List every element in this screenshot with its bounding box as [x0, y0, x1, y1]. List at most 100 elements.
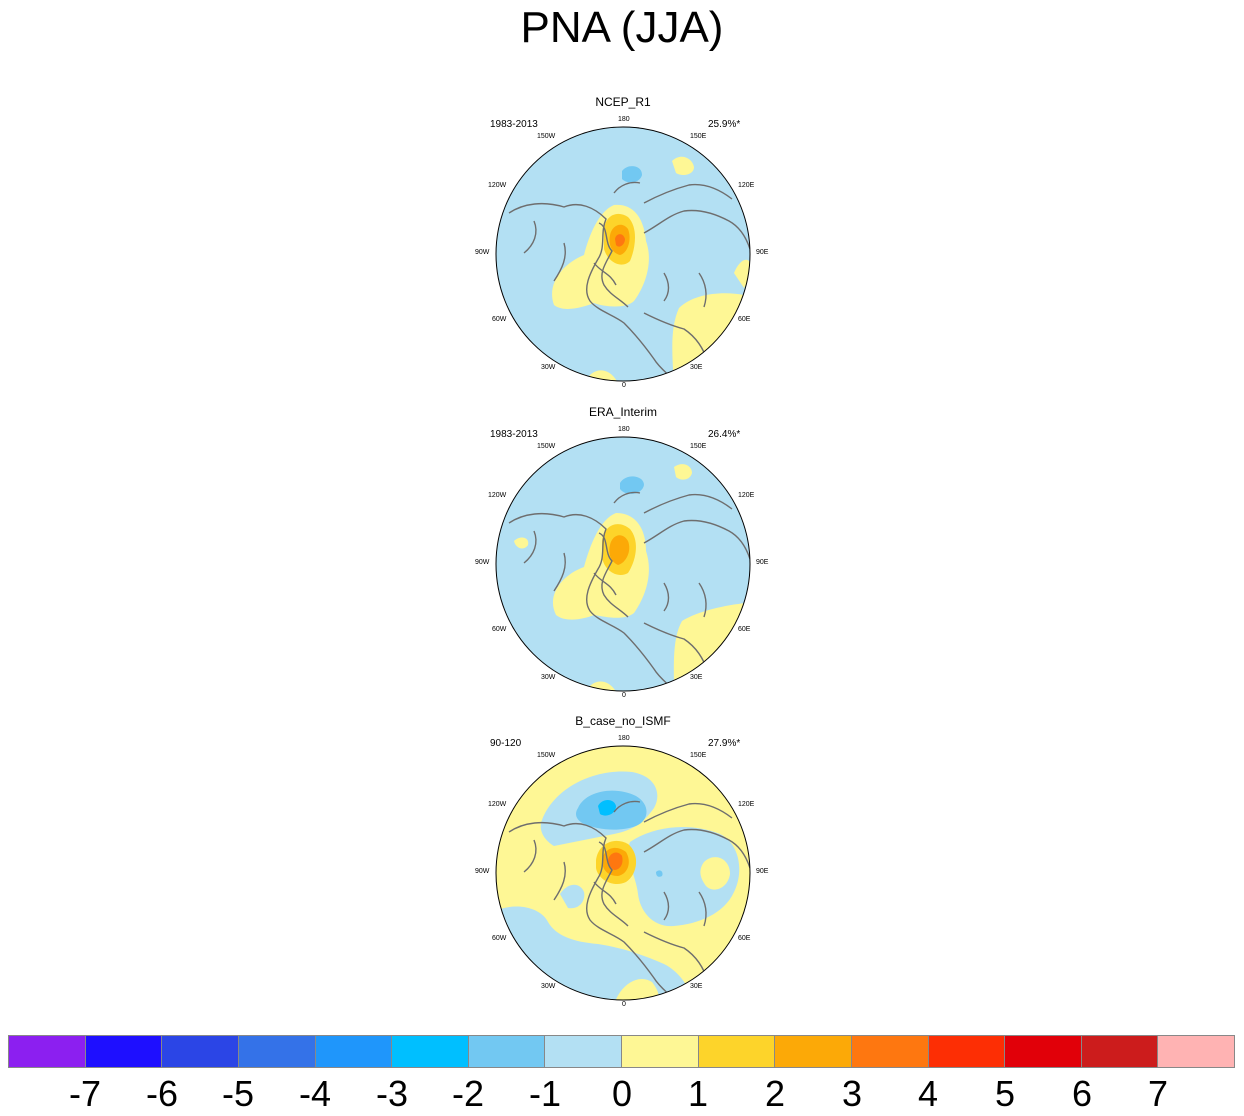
- lon-label-180: 180: [618, 735, 630, 742]
- lon-label-120e: 120E: [738, 492, 755, 499]
- lon-label-90w: 90W: [475, 868, 490, 875]
- lon-label-30w: 30W: [541, 364, 556, 371]
- colorbar-box: [467, 1035, 546, 1068]
- lon-label-90w: 90W: [475, 559, 490, 566]
- lon-label-90e: 90E: [756, 249, 769, 256]
- positive-anomaly-region: [672, 156, 694, 175]
- colorbar-tick: 0: [611, 1073, 633, 1114]
- map-panel-b-case: B_case_no_ISMF 90-120 27.9%*: [475, 714, 768, 1008]
- variance-label: 26.4%*: [708, 429, 741, 440]
- colorbar-tick: -5: [221, 1073, 254, 1114]
- lon-label-30e: 30E: [690, 364, 703, 371]
- negative-anomaly-region: [620, 476, 644, 494]
- negative-anomaly-region: [628, 827, 740, 927]
- colorbar-tick: 7: [1147, 1073, 1169, 1114]
- colorbar-tick: 5: [994, 1073, 1016, 1114]
- colorbar-box: [161, 1035, 239, 1068]
- positive-anomaly-region: [514, 537, 529, 549]
- colorbar-box: [391, 1035, 469, 1068]
- lon-label-120w: 120W: [488, 801, 507, 808]
- colorbar-box: [1157, 1035, 1235, 1068]
- lon-label-0: 0: [622, 1001, 626, 1008]
- positive-anomaly-region: [584, 681, 618, 691]
- positive-anomaly-region: [584, 370, 619, 381]
- period-label: 90-120: [490, 738, 522, 749]
- negative-anomaly-region: [622, 166, 642, 183]
- colorbar-tick: 2: [764, 1073, 786, 1114]
- lon-label-30e: 30E: [690, 983, 703, 990]
- positive-anomaly-region: [674, 464, 692, 480]
- coastlines: [508, 181, 750, 381]
- lon-label-90e: 90E: [756, 559, 769, 566]
- figure-title: PNA (JJA): [520, 3, 724, 52]
- lon-label-150e: 150E: [690, 752, 707, 759]
- lon-label-120e: 120E: [738, 182, 755, 189]
- lon-label-150w: 150W: [537, 133, 556, 140]
- positive-anomaly-region: [700, 857, 730, 890]
- variance-label: 25.9%*: [708, 119, 741, 130]
- colorbar-tick: -3: [375, 1073, 408, 1114]
- lon-label-120w: 120W: [488, 182, 507, 189]
- variance-label: 27.9%*: [708, 738, 741, 749]
- colorbar-tick: -7: [68, 1073, 101, 1114]
- positive-anomaly-peak: [609, 535, 630, 565]
- colorbar-tick: 6: [1071, 1073, 1093, 1114]
- colorbar-box: [927, 1035, 1006, 1068]
- positive-anomaly-max: [615, 234, 625, 247]
- panel-title: B_case_no_ISMF: [575, 714, 671, 728]
- colorbar-box: [8, 1035, 86, 1068]
- panel-title: ERA_Interim: [588, 405, 658, 419]
- positive-anomaly-region: [672, 293, 750, 381]
- lon-label-60w: 60W: [492, 316, 507, 323]
- map-border: [495, 745, 751, 1001]
- colorbar-tick: 1: [687, 1073, 709, 1114]
- colorbar-tick: -2: [451, 1073, 484, 1114]
- colorbar-tick: -6: [145, 1073, 178, 1114]
- lon-label-60e: 60E: [738, 316, 751, 323]
- panel-title: NCEP_R1: [595, 95, 651, 109]
- colorbar-box: [850, 1035, 929, 1068]
- colorbar-box: [544, 1035, 622, 1068]
- lon-label-60w: 60W: [492, 626, 507, 633]
- period-label: 1983-2013: [490, 119, 538, 130]
- negative-anomaly-peak: [598, 800, 616, 816]
- colorbar: [8, 1035, 1235, 1068]
- lon-label-120w: 120W: [488, 492, 507, 499]
- map-border: [495, 436, 751, 692]
- colorbar-box: [621, 1035, 699, 1068]
- polar-map: [495, 745, 751, 1001]
- polar-map: [495, 436, 751, 692]
- lon-label-150e: 150E: [690, 443, 707, 450]
- colorbar-box: [237, 1035, 316, 1068]
- lon-label-150w: 150W: [537, 443, 556, 450]
- negative-anomaly-region: [560, 884, 585, 909]
- coastlines: [508, 800, 750, 1000]
- colorbar-box: [1080, 1035, 1159, 1068]
- negative-anomaly-region: [656, 870, 663, 877]
- colorbar-tick: 4: [917, 1073, 939, 1114]
- lon-label-30e: 30E: [690, 674, 703, 681]
- colorbar-tick: -1: [528, 1073, 561, 1114]
- colorbar-box: [697, 1035, 776, 1068]
- lon-label-180: 180: [618, 426, 630, 433]
- lon-label-60e: 60E: [738, 626, 751, 633]
- lon-label-150w: 150W: [537, 752, 556, 759]
- polar-map: [495, 126, 751, 382]
- colorbar-box: [1004, 1035, 1082, 1068]
- colorbar-box: [774, 1035, 852, 1068]
- lon-label-0: 0: [622, 382, 626, 389]
- lon-label-30w: 30W: [541, 674, 556, 681]
- lon-label-0: 0: [622, 692, 626, 699]
- lon-label-90w: 90W: [475, 249, 490, 256]
- positive-anomaly-max: [608, 852, 623, 870]
- colorbar-box: [84, 1035, 163, 1068]
- map-panel-era-interim: ERA_Interim 1983-2013 26.4%*: [475, 405, 768, 699]
- period-label: 1983-2013: [490, 429, 538, 440]
- map-border: [495, 126, 751, 382]
- lon-label-90e: 90E: [756, 868, 769, 875]
- map-panel-ncep: NCEP_R1 1983-2013 25.9%*: [475, 95, 768, 389]
- lon-label-120e: 120E: [738, 801, 755, 808]
- lon-label-150e: 150E: [690, 133, 707, 140]
- colorbar-box: [314, 1035, 393, 1068]
- colorbar-tick: 3: [841, 1073, 863, 1114]
